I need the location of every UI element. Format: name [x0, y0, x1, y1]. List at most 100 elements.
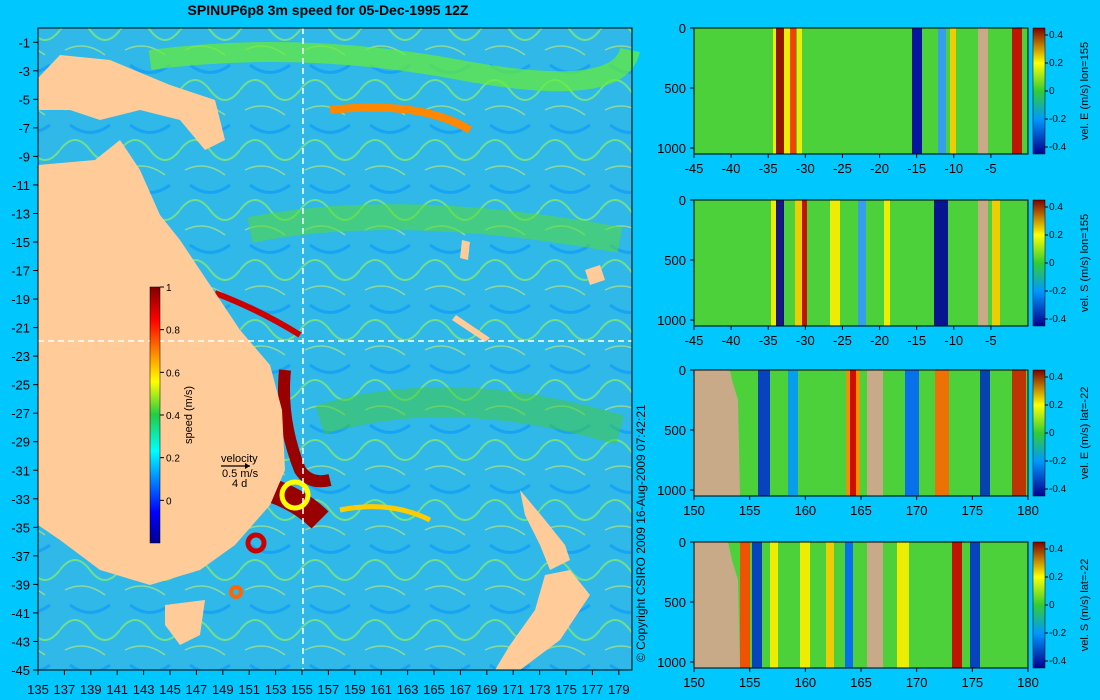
section-1-band: [790, 28, 796, 154]
map-x-tick-label: 139: [80, 682, 102, 697]
map-colorbar-tick-label: 0.8: [166, 326, 180, 337]
velocity-key: velocity 0.5 m/s 4 d: [221, 453, 259, 490]
map-y-tick-label: -23: [11, 349, 30, 364]
section-1-colorbar-label: vel. E (m/s) lon=155: [1079, 42, 1091, 140]
section-3-band: [758, 370, 770, 496]
map-colorbar-tick-label: 0.4: [166, 411, 180, 422]
section-4-x-tick-label: 165: [850, 675, 872, 690]
section-2-colorbar-tick-label: 0: [1049, 258, 1055, 269]
section-3-x-tick-label: 160: [794, 503, 816, 518]
map-y-tick-label: -11: [12, 178, 30, 193]
map-y-tick-label: -45: [11, 663, 30, 678]
section-3-x-tick-label: 155: [739, 503, 761, 518]
section-2-band: [776, 200, 784, 326]
map-colorbar-tick-label: 0.2: [166, 454, 180, 465]
map-y-tick-label: -21: [11, 321, 30, 336]
section-3-colorbar-tick-label: 0.2: [1049, 400, 1063, 411]
section-4-band: [970, 542, 980, 668]
map-y-tick-label: -13: [11, 206, 30, 221]
map-colorbar-label: speed (m/s): [183, 386, 195, 444]
map-colorbar-ticks: 0 0.2 0.4 0.6 0.8 1: [160, 283, 180, 507]
section-1-band: [1012, 28, 1022, 154]
section-2-colorbar-tick-label: -0.4: [1049, 314, 1067, 325]
section-3-axes: 150 155 160 165 170 175 180 0 500 1000 0.4 0.2 0 -0.2…: [657, 363, 1091, 518]
section-panel-3: 150 155 160 165 170 175 180 0 500 1000 0.4 0.2 0 -0.2…: [657, 363, 1091, 518]
section-1-x-tick-label: -45: [685, 161, 704, 176]
map-y-tick-label: -1: [18, 35, 30, 50]
land-vanuatu: [460, 240, 470, 260]
section-2-colorbar-tick-label: 0.4: [1049, 202, 1063, 213]
map-y-tick-label: -3: [18, 64, 30, 79]
current-east-australian: [278, 369, 332, 488]
section-1-colorbar-tick-label: 0.2: [1049, 58, 1063, 69]
section-3-colorbar-tick-label: 0.4: [1049, 372, 1063, 383]
section-panel-1: -45 -40 -35 -30 -25 -20 -15 -10 -5 0 500 1000 0.4 0.2…: [657, 21, 1091, 176]
map-y-tick-label: -27: [11, 406, 30, 421]
section-2-x-tick-label: -5: [985, 333, 997, 348]
section-3-bands: [758, 370, 1026, 496]
section-1-colorbar-tick-label: -0.4: [1049, 142, 1067, 153]
section-1-y-tick-label: 500: [664, 81, 686, 96]
section-4-band: [770, 542, 778, 668]
section-4-band: [740, 542, 750, 668]
land-new-caledonia: [452, 315, 490, 342]
land-tasmania: [165, 600, 205, 645]
section-3-land-mid: [867, 370, 883, 496]
section-4-land-west: [694, 542, 740, 668]
land-new-zealand-south: [495, 570, 590, 670]
section-2-band: [858, 200, 866, 326]
map-colorbar-tick-label: 1: [166, 283, 172, 294]
map-y-tick-label: -15: [11, 235, 30, 250]
section-1-band: [950, 28, 956, 154]
figure-title: SPINUP6p8 3m speed for 05-Dec-1995 12Z: [188, 2, 469, 18]
section-1-colorbar: [1032, 27, 1046, 155]
map-colorbar-gradient: [149, 286, 161, 544]
section-panel-2: -45 -40 -35 -30 -25 -20 -15 -10 -5 0 500 1000 0.4 0.2…: [657, 193, 1091, 348]
current-mid-band: [315, 387, 625, 445]
map-x-tick-label: 159: [344, 682, 366, 697]
section-4-y-tick-label: 0: [679, 535, 686, 550]
map-y-tick-label: -5: [18, 92, 30, 107]
section-2-x-tick-label: -10: [944, 333, 963, 348]
eddy-south: [245, 532, 267, 554]
current-nw-band: [148, 42, 640, 92]
section-2-band: [795, 200, 803, 326]
section-2-y-tick-label: 1000: [657, 313, 686, 328]
land-new-zealand-north: [520, 490, 570, 570]
section-2-band: [884, 200, 890, 326]
section-2-band: [830, 200, 840, 326]
section-2-colorbar-tick-label: 0.2: [1049, 230, 1063, 241]
section-4-colorbar-label: vel. S (m/s) lat=-22: [1079, 559, 1091, 652]
section-1-x-tick-label: -35: [759, 161, 778, 176]
section-2-y-tick-label: 0: [679, 193, 686, 208]
section-2-land: [978, 200, 988, 326]
section-1-colorbar-tick-label: 0.4: [1049, 30, 1063, 41]
section-4-x-tick-label: 175: [961, 675, 983, 690]
section-4-x-tick-label: 150: [683, 675, 705, 690]
map-x-tick-label: 169: [476, 682, 498, 697]
map-x-tick-label: 149: [212, 682, 234, 697]
map-x-tick-label: 155: [291, 682, 313, 697]
velocity-key-title: velocity: [221, 453, 258, 465]
section-2-x-tick-label: -40: [722, 333, 741, 348]
section-4-band: [826, 542, 834, 668]
section-3-colorbar-tick-label: 0: [1049, 428, 1055, 439]
speed-map: 135 137 139 141 143 145 147 149 151 153 155 157 159 1…: [11, 27, 640, 697]
map-x-tick-label: 141: [106, 682, 128, 697]
map-y-tick-label: -41: [11, 606, 30, 621]
section-3-band: [850, 370, 856, 496]
land-fiji: [585, 265, 605, 285]
current-ne-jet: [329, 103, 473, 134]
section-4-bands: [740, 542, 980, 668]
section-1-band: [797, 28, 802, 154]
section-3-band: [905, 370, 919, 496]
section-1-frame: [693, 27, 1029, 155]
map-x-tick-label: 135: [27, 682, 49, 697]
section-1-plot: [694, 28, 1028, 154]
section-3-colorbar-label: vel. E (m/s) lat=-22: [1079, 387, 1091, 480]
land-new-guinea: [38, 55, 225, 150]
section-2-band: [802, 200, 807, 326]
eddy-large: [279, 479, 311, 511]
map-y-tick-label: -25: [11, 378, 30, 393]
